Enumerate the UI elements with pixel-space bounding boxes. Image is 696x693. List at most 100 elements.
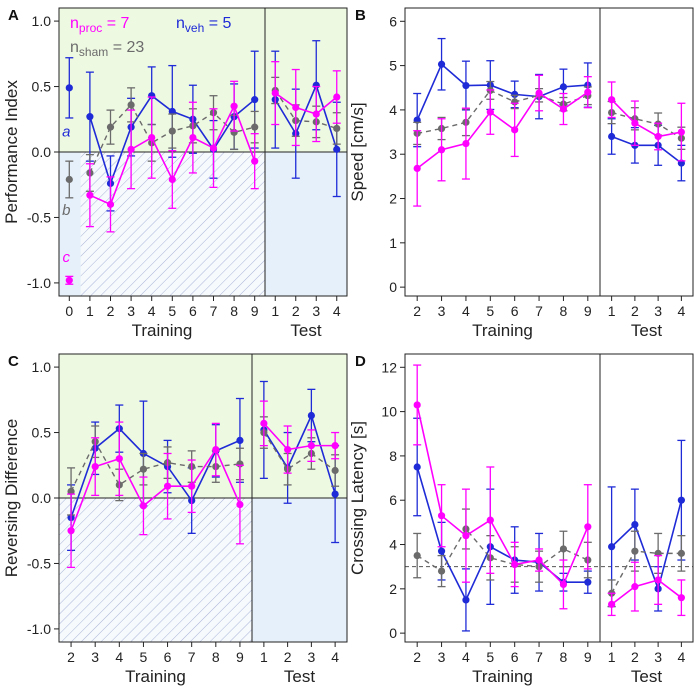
x-tick-label: 3 [307,649,315,665]
point-veh [86,113,94,121]
point-proc [188,482,196,490]
point-proc [127,145,135,153]
panel-letter: D [355,353,366,370]
line-proc-training [416,91,589,170]
x-group-label-training: Training [472,667,533,686]
axes-frame [404,353,694,643]
x-tick-label: 0 [65,303,73,319]
point-proc [437,146,446,154]
point-proc [148,134,156,142]
point-veh [462,596,470,604]
point-proc [462,532,470,540]
point-proc [631,583,639,591]
x-tick-label: 1 [608,649,616,665]
point-proc [67,527,75,535]
legend-veh-sub: veh [185,21,204,35]
x-tick-label: 3 [438,303,446,319]
line-veh-test [274,82,338,150]
x-tick-label: 9 [251,303,259,319]
point-proc [168,175,176,184]
x-group-label-training: Training [125,667,186,686]
point-veh [511,90,519,98]
y-tick-label: 2 [389,581,397,597]
series-proc [413,364,686,617]
y-tick-label: 5 [389,58,397,74]
point-sham [139,465,148,473]
line-veh-test [611,135,682,164]
point-veh [437,547,446,555]
line-proc-test [611,579,682,605]
x-tick-label: 7 [535,303,543,319]
point-sham [168,127,176,135]
point-proc [559,105,568,113]
x-tick-label: 2 [67,649,75,665]
x-group-label-test: Test [631,667,662,686]
y-tick-label: 3 [389,146,397,162]
point-proc [292,103,300,112]
line-sham-test [263,432,336,472]
annotation-proc: c [63,249,71,266]
point-proc [584,523,592,531]
point-veh [677,496,685,504]
line-proc-test [611,99,682,138]
point-veh [307,411,315,420]
line-veh-training [416,466,588,602]
point-proc [333,93,341,101]
series-proc [65,61,341,285]
x-tick-label: 9 [584,303,592,319]
point-proc [462,139,470,148]
x-group-label-test: Test [284,667,315,686]
x-tick-label: 5 [168,303,176,319]
x-tick-label: 1 [271,303,279,319]
line-sham-test [611,111,682,139]
point-proc [86,191,94,199]
point-proc [65,276,73,284]
legend-sham-sub: sham [79,45,108,59]
y-tick-label: 10 [381,404,397,420]
line-veh-test [611,500,683,592]
y-tick-label: 12 [381,359,397,375]
line-veh-test [263,413,336,495]
y-tick-label: 0 [389,625,397,641]
y-tick-label: 6 [389,13,397,29]
point-proc [307,442,315,450]
point-proc [535,89,543,97]
line-proc-test [274,92,338,115]
x-tick-label: 1 [260,649,268,665]
line-veh-training [70,427,241,518]
y-tick-label: 1.0 [32,359,52,375]
legend-proc: nproc = 7 [70,15,129,35]
point-proc [608,96,616,104]
point-proc [106,200,115,208]
legend-sham-n: n [70,39,79,56]
point-proc [413,164,421,172]
x-tick-label: 4 [677,649,685,665]
x-group-label-training: Training [132,321,193,340]
point-proc [677,128,685,136]
y-tick-label: 4 [389,537,397,553]
y-tick-label: 1 [389,235,397,251]
point-veh [437,60,446,68]
x-tick-label: 4 [462,649,470,665]
y-tick-label: -0.5 [27,209,51,225]
line-sham-training [416,527,589,573]
x-tick-label: 3 [312,303,320,319]
x-tick-label: 6 [511,649,519,665]
y-tick-label: -1.0 [27,621,51,637]
point-proc [139,502,148,510]
point-proc [331,442,339,450]
x-tick-label: 5 [486,649,494,665]
line-sham-training [70,440,241,492]
point-proc [312,110,320,118]
line-veh-training [416,62,588,121]
y-tick-label: 0.0 [32,490,52,506]
y-tick-label: 0.0 [32,144,52,160]
line-sham-test [611,550,682,594]
legend-veh: nveh = 5 [176,15,232,35]
point-veh [413,463,421,471]
point-proc [209,144,218,152]
x-tick-label: 6 [164,649,172,665]
